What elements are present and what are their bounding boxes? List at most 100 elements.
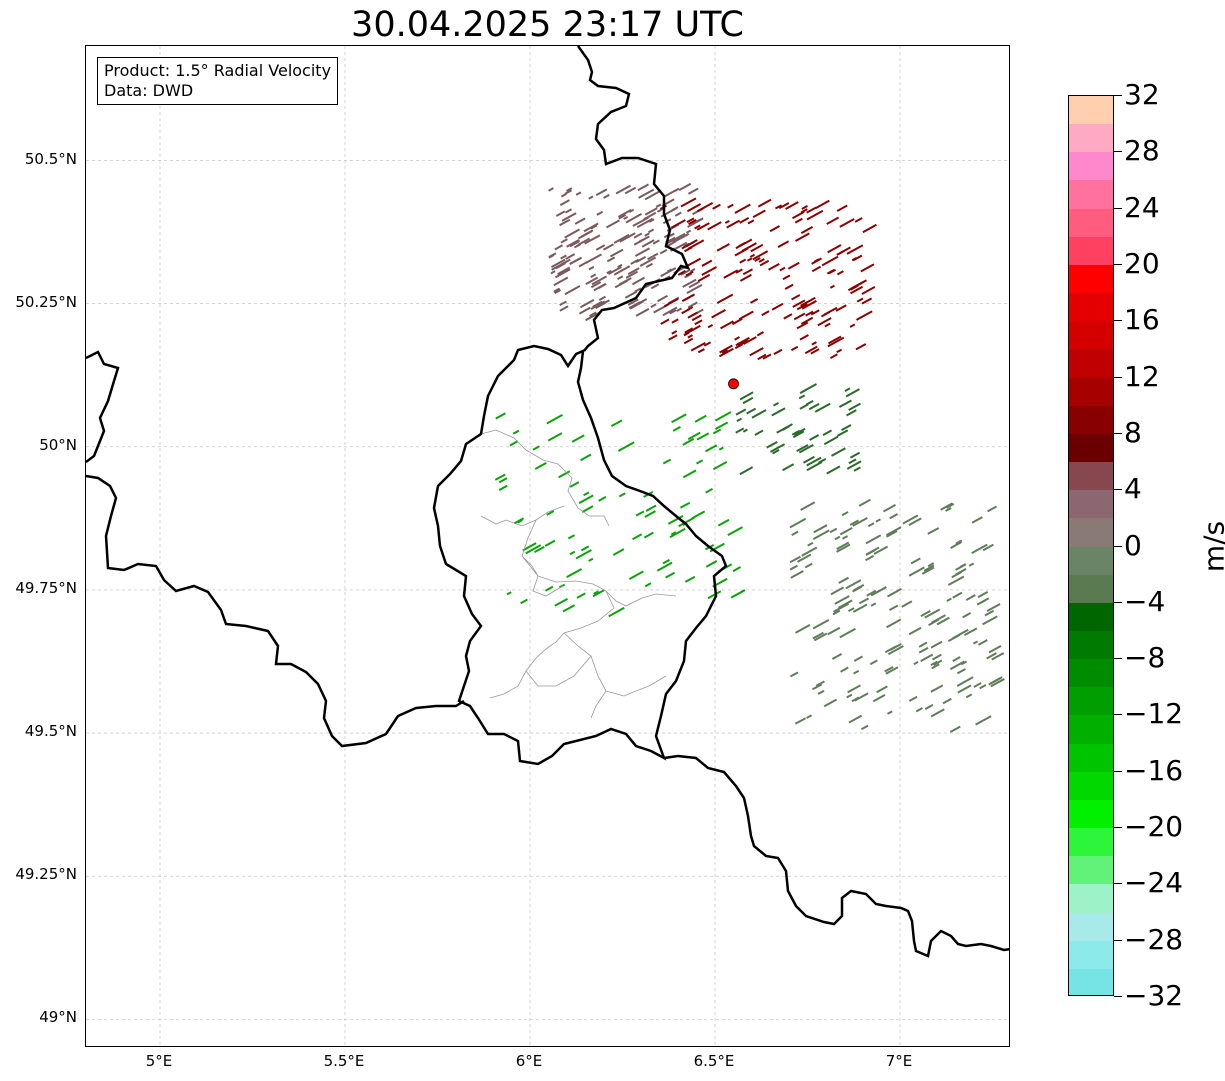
colorbar-unit-label: m/s — [1197, 520, 1225, 573]
echo-streak — [742, 268, 753, 276]
colorbar-band — [1069, 546, 1113, 576]
echo-streak — [793, 427, 806, 436]
echo-streak — [817, 689, 825, 695]
echo-streak — [861, 297, 873, 305]
echo-streak — [887, 587, 902, 598]
echo-streak — [617, 441, 635, 452]
echo-streak — [862, 223, 877, 234]
data-source-label: Data: DWD — [104, 81, 194, 100]
echo-streak — [685, 270, 694, 277]
echo-streak — [681, 239, 698, 250]
echo-streak — [971, 543, 988, 555]
colorbar-band — [1069, 349, 1113, 379]
colorbar-band — [1069, 799, 1113, 829]
echo-streak — [550, 270, 556, 275]
echo-streak — [965, 693, 973, 699]
echo-streak — [559, 199, 570, 206]
borders — [86, 46, 1009, 958]
echo-streak — [931, 653, 942, 661]
echo-streak — [655, 203, 662, 208]
echo-streak — [738, 241, 746, 248]
map-title: 30.04.2025 23:17 UTC — [351, 5, 744, 45]
colorbar-tick-label: 24 — [1124, 190, 1160, 224]
echo-streak — [805, 399, 814, 406]
echo-streak — [872, 693, 886, 703]
colorbar-tick — [1114, 263, 1122, 265]
echo-streak — [759, 259, 770, 267]
echo-streak — [773, 401, 779, 407]
echo-streak — [982, 615, 998, 626]
echo-streak — [610, 419, 623, 428]
echo-streak — [668, 309, 675, 314]
lon-tick-label: 6°E — [515, 1052, 543, 1070]
echo-streak — [562, 604, 576, 613]
echo-streak — [800, 208, 808, 214]
echo-streak — [711, 309, 726, 319]
echo-streak — [687, 187, 699, 195]
echo-streak — [559, 218, 571, 227]
echo-streak — [678, 182, 692, 192]
echo-streak — [806, 714, 813, 719]
colorbar-tick — [1114, 827, 1122, 829]
echo-streak — [687, 431, 701, 441]
echo-streak — [608, 606, 625, 618]
echo-streak — [823, 698, 838, 708]
colorbar-band — [1069, 912, 1113, 942]
echo-streak — [923, 564, 935, 572]
echo-streak — [668, 334, 678, 341]
echo-streak — [846, 244, 864, 255]
echo-streak — [762, 353, 772, 360]
echo-streak — [887, 710, 893, 715]
echo-streak — [870, 586, 887, 597]
echo-streak — [771, 407, 786, 417]
echo-streak — [735, 408, 747, 416]
colorbar-tick — [1114, 601, 1122, 603]
echo-streak — [962, 612, 972, 619]
colorbar-band — [1069, 264, 1113, 294]
echo-streak — [869, 659, 878, 666]
echo-streak — [739, 217, 750, 224]
colorbar-tick — [1114, 883, 1122, 885]
echo-streak — [641, 239, 655, 248]
radar-map — [85, 45, 1010, 1047]
echo-streak — [676, 307, 683, 312]
echo-streak — [849, 323, 856, 328]
echo-streak — [839, 627, 856, 639]
lon-tick-label: 7°E — [885, 1052, 913, 1070]
echo-streak — [581, 229, 594, 238]
echo-streak — [707, 221, 722, 231]
echo-streak — [635, 307, 650, 317]
echo-streak — [936, 616, 950, 626]
echo-streak — [861, 286, 876, 295]
echo-streak — [580, 545, 590, 552]
echo-streak — [495, 412, 506, 420]
colorbar-tick — [1114, 207, 1122, 209]
echo-streak — [810, 309, 820, 316]
echo-streak — [829, 527, 838, 534]
echo-streak — [831, 652, 843, 660]
echo-streak — [738, 310, 754, 321]
echo-streak — [679, 501, 691, 509]
echo-streak — [801, 546, 818, 557]
lon-tick-label: 5°E — [145, 1052, 173, 1070]
colorbar-tick — [1114, 714, 1122, 716]
echo-streak — [821, 255, 839, 267]
echo-streak — [758, 258, 765, 263]
echo-streak — [680, 268, 691, 276]
echo-streak — [836, 204, 848, 212]
echo-streak — [687, 311, 698, 319]
echo-streak — [761, 310, 770, 317]
echo-streak — [739, 466, 754, 476]
echo-streak — [798, 444, 814, 454]
echo-streak — [644, 207, 658, 216]
echo-streak — [827, 626, 841, 636]
echo-streak — [846, 693, 853, 699]
echo-streak — [681, 293, 696, 303]
echo-streak — [685, 257, 701, 268]
echo-streak — [625, 213, 643, 224]
colorbar-tick — [1114, 376, 1122, 378]
echo-streak — [986, 652, 997, 660]
echo-streak — [882, 503, 897, 513]
echo-streak — [749, 298, 759, 304]
echo-streak — [691, 314, 702, 322]
